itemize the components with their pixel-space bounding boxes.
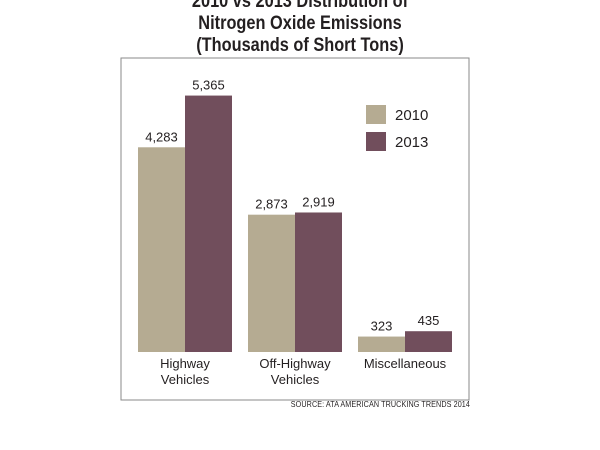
chart-title: 2010 vs 2013 Distribution of [191, 0, 409, 12]
data-label-2013-2: 435 [418, 313, 440, 328]
category-label-0-line1: Highway [160, 356, 210, 371]
bars-group: 4,283 2,873 323 5,365 2,919 435 [138, 78, 452, 352]
legend-swatch-2010 [366, 105, 386, 124]
bar-2013-2 [405, 331, 452, 352]
data-label-2013-1: 2,919 [302, 194, 335, 209]
source-note: SOURCE: ATA AMERICAN TRUCKING TRENDS 201… [290, 400, 470, 409]
chart-title-block: 2010 vs 2013 Distribution of Nitrogen Ox… [42, 0, 558, 57]
data-label-2010-2: 323 [371, 319, 393, 334]
legend: 2010 2013 [366, 105, 428, 151]
data-label-2010-0: 4,283 [145, 129, 178, 144]
plot-frame [120, 57, 470, 401]
legend-label-2010: 2010 [395, 107, 428, 124]
data-label-2013-0: 5,365 [192, 78, 225, 93]
data-label-2010-1: 2,873 [255, 197, 288, 212]
bar-2013-0 [185, 95, 232, 352]
category-label-2-line1: Miscellaneous [364, 356, 447, 371]
category-labels: HighwayVehiclesOff-HighwayVehiclesMiscel… [160, 356, 447, 387]
category-label-1-line2: Vehicles [271, 372, 320, 387]
chart-subtitle: Nitrogen Oxide Emissions [198, 13, 402, 34]
chart-subtitle-units: (Thousands of Short Tons) [196, 35, 404, 56]
legend-swatch-2013 [366, 132, 386, 151]
category-label-1-line1: Off-Highway [259, 356, 331, 371]
bar-2010-1 [248, 214, 295, 352]
bar-2010-2 [358, 336, 405, 352]
legend-label-2013: 2013 [395, 134, 428, 151]
category-label-0-line2: Vehicles [161, 372, 210, 387]
bar-2010-0 [138, 147, 185, 352]
bar-2013-1 [295, 212, 342, 352]
